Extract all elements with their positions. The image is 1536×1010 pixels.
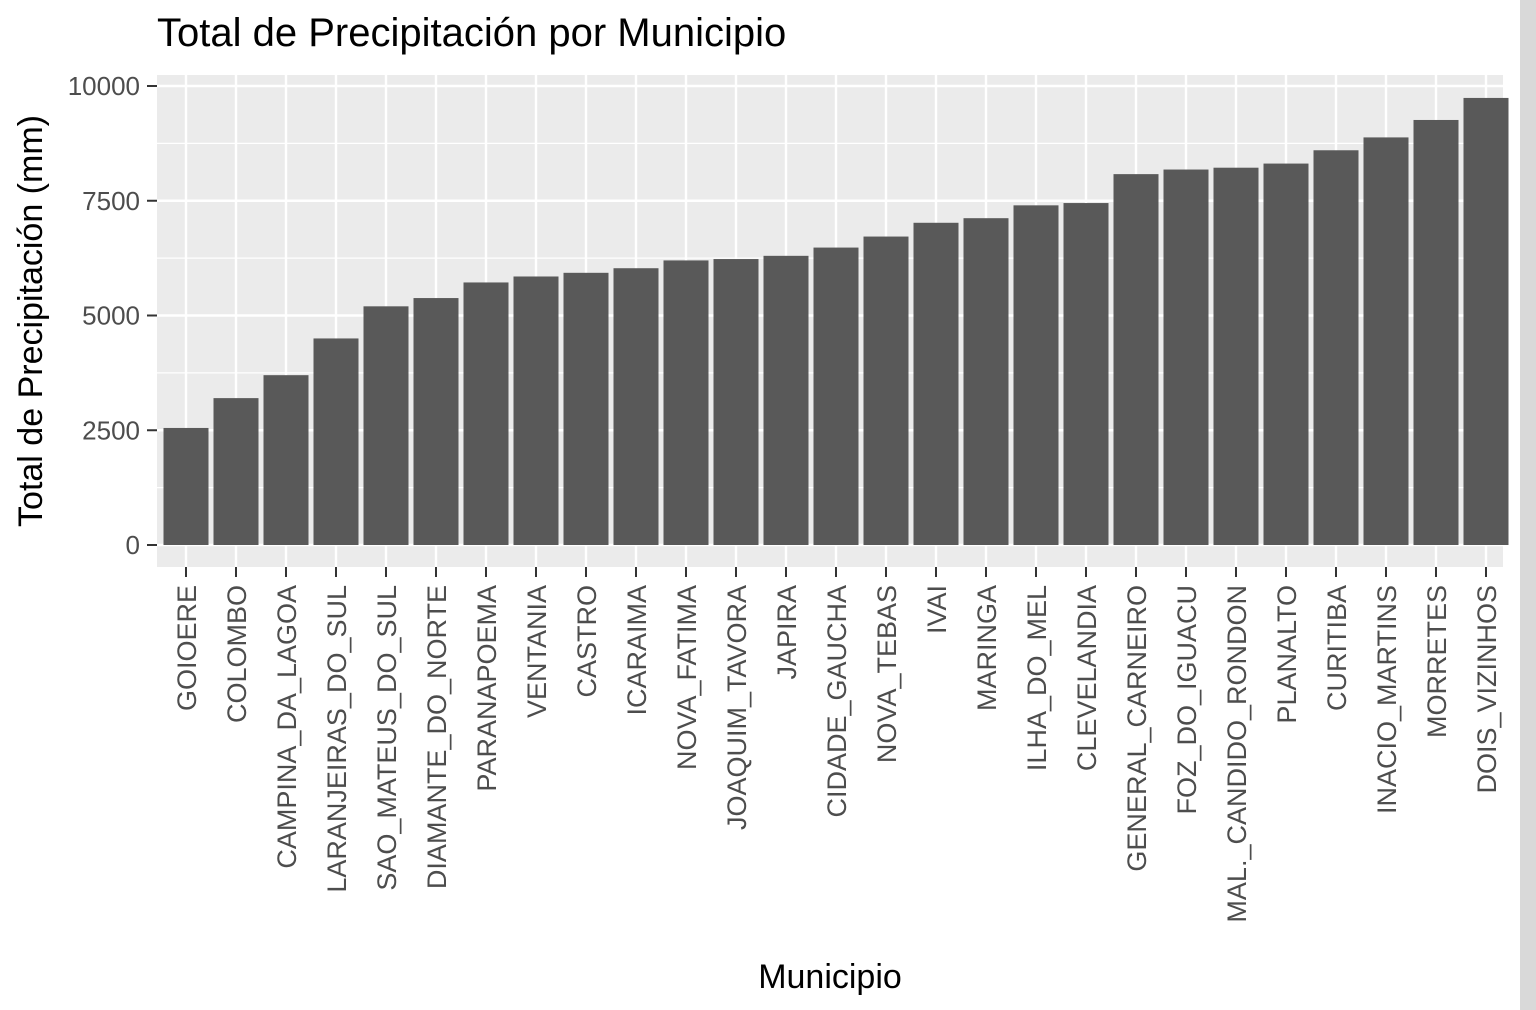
bar bbox=[513, 276, 559, 545]
x-tick-label: INACIO_MARTINS bbox=[1372, 585, 1402, 814]
x-tick-label: LARANJEIRAS_DO_SUL bbox=[322, 585, 352, 893]
x-tick-label: GOIOERE bbox=[172, 585, 202, 711]
bar bbox=[363, 306, 409, 545]
bar bbox=[1413, 119, 1459, 545]
x-tick-label: JOAQUIM_TAVORA bbox=[722, 585, 752, 830]
x-tick-label: CLEVELANDIA bbox=[1072, 585, 1102, 771]
x-tick-label: CASTRO bbox=[572, 585, 602, 698]
x-tick-label: ICARAIMA bbox=[622, 585, 652, 716]
x-tick-label: DIAMANTE_DO_NORTE bbox=[422, 585, 452, 889]
x-tick-label: MORRETES bbox=[1422, 585, 1452, 738]
x-tick-label: CIDADE_GAUCHA bbox=[822, 585, 852, 818]
x-tick-label: PARANAPOEMA bbox=[472, 585, 502, 792]
x-tick-label: FOZ_DO_IGUACU bbox=[1172, 585, 1202, 815]
bar bbox=[1063, 203, 1109, 546]
bar bbox=[813, 247, 859, 545]
x-tick-label: VENTANIA bbox=[522, 585, 552, 718]
x-tick-label: PLANALTO bbox=[1272, 585, 1302, 724]
bar bbox=[1463, 97, 1509, 546]
x-tick-label: CURITIBA bbox=[1322, 585, 1352, 711]
bar bbox=[1363, 137, 1409, 545]
bars bbox=[163, 97, 1509, 546]
bar bbox=[163, 427, 209, 545]
bar bbox=[1213, 167, 1259, 545]
bar bbox=[463, 282, 509, 545]
bar bbox=[913, 222, 959, 546]
x-tick-label: IVAI bbox=[922, 585, 952, 634]
bar bbox=[413, 298, 459, 545]
bar bbox=[763, 255, 809, 545]
x-tick-label: DOIS_VIZINHOS bbox=[1472, 585, 1502, 794]
x-tick-label: JAPIRA bbox=[772, 585, 802, 680]
x-tick-label: MARINGA bbox=[972, 585, 1002, 711]
x-tick-label: ILHA_DO_MEL bbox=[1022, 585, 1052, 771]
x-axis: GOIOERE COLOMBO CAMPINA_DA_LAGOA LARANJEIRA… bbox=[172, 567, 1502, 923]
x-tick-label: GENERAL_CARNEIRO bbox=[1122, 585, 1152, 872]
x-tick-label: NOVA_FATIMA bbox=[672, 585, 702, 770]
window-edge bbox=[1520, 0, 1536, 1010]
chart-title: Total de Precipitación por Municipio bbox=[157, 11, 786, 55]
y-axis: 0 2500 5000 7500 10000 bbox=[68, 71, 157, 560]
bar bbox=[1263, 163, 1309, 546]
bar bbox=[213, 398, 259, 545]
bar bbox=[863, 236, 909, 545]
bar bbox=[1313, 150, 1359, 545]
bar bbox=[263, 375, 309, 545]
bar bbox=[1163, 169, 1209, 545]
y-tick-label: 0 bbox=[126, 530, 140, 560]
y-tick-label: 7500 bbox=[82, 186, 140, 216]
bar bbox=[713, 259, 759, 545]
x-axis-label: Municipio bbox=[758, 958, 902, 996]
bar bbox=[313, 338, 359, 545]
y-tick-label: 2500 bbox=[82, 415, 140, 445]
x-tick-label: COLOMBO bbox=[222, 585, 252, 723]
bar bbox=[663, 260, 709, 545]
bar bbox=[613, 268, 659, 545]
x-tick-label: MAL._CANDIDO_RONDON bbox=[1222, 585, 1252, 923]
bar bbox=[1113, 174, 1159, 546]
bar bbox=[563, 272, 609, 545]
bar bbox=[963, 218, 1009, 545]
x-tick-label: CAMPINA_DA_LAGOA bbox=[272, 585, 302, 869]
y-tick-label: 5000 bbox=[82, 301, 140, 331]
y-axis-label: Total de Precipitación (mm) bbox=[12, 115, 50, 527]
x-tick-label: NOVA_TEBAS bbox=[872, 585, 902, 763]
x-tick-label: SAO_MATEUS_DO_SUL bbox=[372, 585, 402, 891]
y-tick-label: 10000 bbox=[68, 71, 140, 101]
bar bbox=[1013, 205, 1059, 545]
